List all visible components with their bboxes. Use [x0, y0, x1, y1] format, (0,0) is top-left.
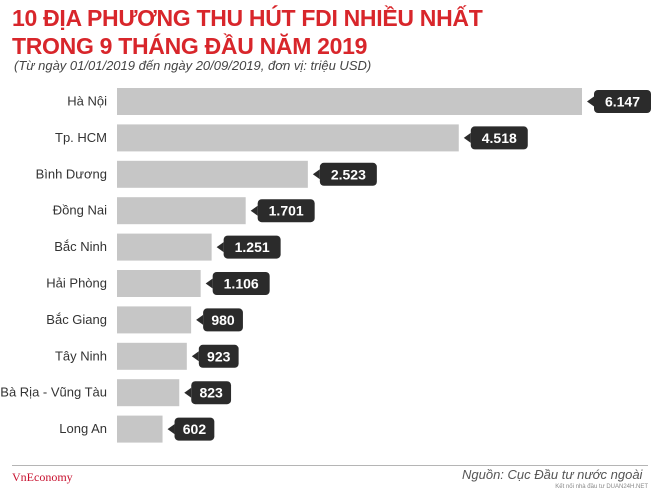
callout-box: [174, 417, 215, 441]
category-label: Đồng Nai: [53, 203, 107, 218]
bar: [117, 233, 212, 261]
callout-box: [257, 199, 315, 223]
title-line-2: TRONG 9 THÁNG ĐẦU NĂM 2019: [12, 33, 368, 59]
callout-box: [198, 344, 239, 368]
bar: [117, 160, 308, 188]
bar: [117, 88, 582, 115]
chart-title: 10 ĐỊA PHƯƠNG THU HÚT FDI NHIỀU NHẤT TRO…: [12, 4, 483, 60]
callout-box: [319, 162, 377, 186]
footer-divider: [12, 465, 648, 466]
category-label: Tây Ninh: [55, 348, 107, 363]
bar-chart: Hà Nội 6.147 Tp. HCM 4.518 Bình Dương 2.523 Đồ…: [0, 88, 651, 443]
callout-pointer: [250, 205, 258, 216]
data-label: 4.518: [482, 130, 517, 146]
category-label: Bắc Giang: [46, 312, 107, 327]
bar: [117, 306, 192, 334]
callout-pointer: [167, 424, 175, 435]
callout-pointer: [587, 96, 594, 107]
callout-box: [203, 308, 243, 332]
data-label: 1.106: [224, 276, 259, 292]
bar: [117, 342, 187, 370]
bar: [117, 270, 201, 297]
source-note: Nguồn: Cục Đầu tư nước ngoài: [462, 467, 643, 482]
data-label: 823: [199, 385, 223, 401]
callout-box: [470, 126, 528, 150]
callout-box: [212, 272, 270, 295]
callout-pointer: [216, 242, 224, 253]
bar: [117, 124, 459, 152]
bar: [117, 415, 163, 443]
callout-pointer: [184, 387, 192, 398]
bar: [117, 197, 246, 225]
data-label: 923: [207, 348, 231, 364]
data-label: 1.701: [269, 203, 304, 219]
callout-pointer: [205, 278, 213, 289]
title-line-1: 10 ĐỊA PHƯƠNG THU HÚT FDI NHIỀU NHẤT: [12, 5, 483, 31]
category-label: Bình Dương: [36, 166, 107, 181]
data-label: 6.147: [605, 94, 640, 110]
category-label: Hà Nội: [67, 94, 107, 109]
callout-pointer: [191, 351, 199, 362]
brand-logo: VnEconomy: [12, 470, 73, 484]
watermark: Kết nối nhà đầu tư DUAN24H.NET: [555, 484, 648, 490]
data-label: 2.523: [331, 166, 366, 182]
category-label: Hải Phòng: [46, 276, 107, 291]
callout-pointer: [463, 132, 471, 143]
callout-box: [223, 235, 281, 259]
callout-box: [191, 381, 232, 405]
data-label: 980: [211, 312, 235, 328]
data-label: 1.251: [235, 239, 270, 255]
callout-pointer: [312, 169, 320, 180]
category-label: Long An: [59, 421, 107, 436]
chart-subtitle: (Từ ngày 01/01/2019 đến ngày 20/09/2019,…: [14, 58, 372, 73]
data-label: 602: [183, 421, 207, 437]
callout-box: [594, 90, 651, 113]
category-label: Bà Rịa - Vũng Tàu: [0, 385, 107, 400]
category-label: Tp. HCM: [55, 130, 107, 145]
callout-pointer: [196, 314, 204, 325]
category-label: Bắc Ninh: [54, 239, 107, 254]
bar: [117, 379, 180, 407]
